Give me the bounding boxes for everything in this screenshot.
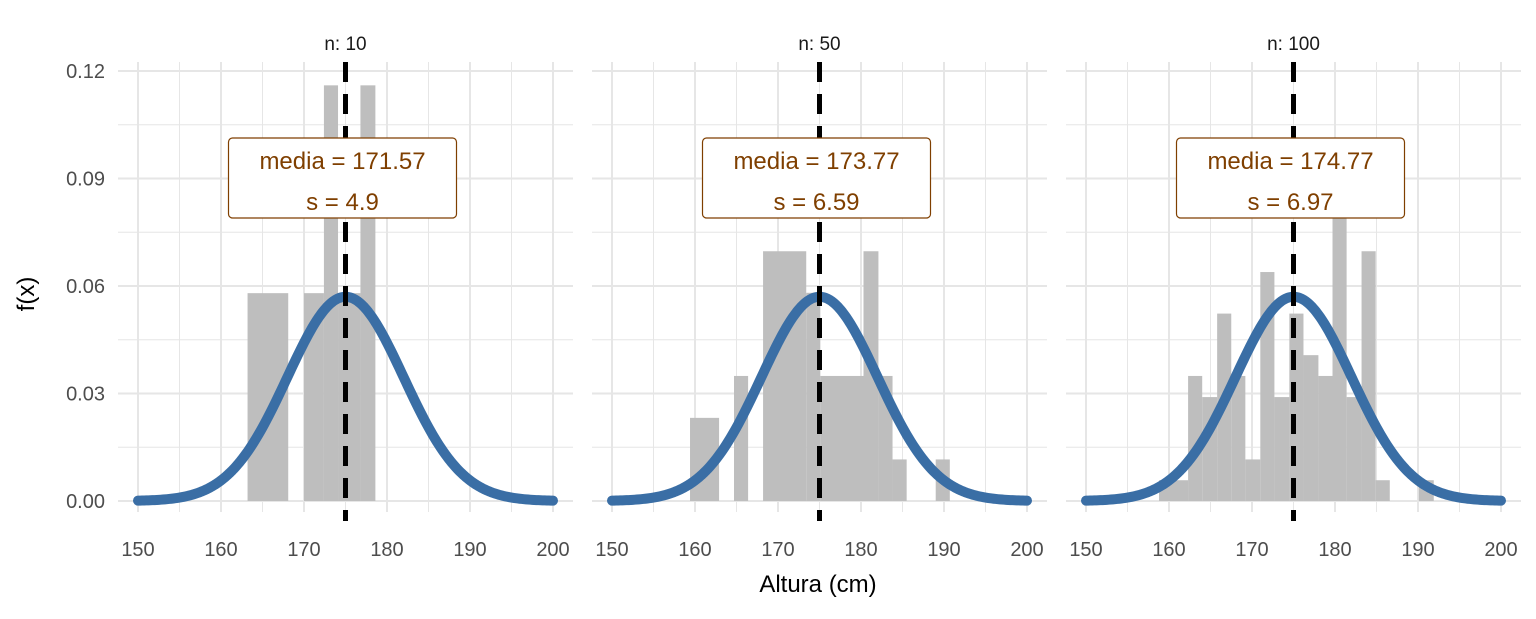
y-tick-label: 0.06 (66, 276, 105, 298)
facet-title: n: 50 (798, 34, 840, 55)
facet-title: n: 100 (1267, 34, 1320, 55)
panel-2: n: 50 media = 173.77 s = 6.59 150 160 170 180 1… (592, 34, 1047, 561)
panels-layer: n: 10 media = 171.57 s = 4.9 150 160 170 180 19… (66, 34, 1521, 561)
x-tick-label: 190 (1401, 539, 1434, 561)
facet-title: n: 10 (324, 34, 366, 55)
histogram-bar (1303, 355, 1319, 501)
y-tick-label: 0.12 (66, 61, 105, 83)
x-tick-label: 170 (1235, 539, 1268, 561)
y-tick-label: 0.09 (66, 169, 105, 191)
histogram-bar (863, 251, 879, 501)
x-tick-label: 160 (1152, 539, 1185, 561)
x-tick-label: 190 (927, 539, 960, 561)
x-tick-label: 170 (287, 539, 320, 561)
x-tick-label: 170 (761, 539, 794, 561)
stat-sd-label: s = 4.9 (306, 189, 379, 216)
x-tick-label: 150 (1069, 539, 1102, 561)
x-tick-label: 180 (844, 539, 877, 561)
histogram-bar (1231, 375, 1246, 501)
histogram-bar (1375, 480, 1390, 501)
x-tick-label: 150 (595, 539, 628, 561)
histogram-bar (1274, 397, 1290, 501)
stat-mean-label: media = 174.77 (1207, 148, 1373, 175)
x-tick-label: 160 (678, 539, 711, 561)
stat-label-box (1175, 137, 1406, 219)
histogram-bar (763, 251, 807, 501)
x-tick-label: 150 (121, 539, 154, 561)
x-tick-label: 200 (1010, 539, 1043, 561)
histogram-bar (1289, 313, 1304, 501)
stat-label-box (227, 137, 458, 219)
x-tick-label: 200 (536, 539, 569, 561)
histogram-bar (304, 293, 324, 501)
y-axis-title: f(x) (13, 277, 40, 312)
histogram-bar (1346, 397, 1362, 501)
stat-label-box (701, 137, 932, 219)
histogram-bar (338, 293, 361, 501)
stat-mean-label: media = 171.57 (259, 148, 425, 175)
histogram-bar (1318, 375, 1333, 501)
x-tick-label: 180 (370, 539, 403, 561)
stat-sd-label: s = 6.97 (1247, 189, 1333, 216)
x-tick-label: 180 (1318, 539, 1351, 561)
x-tick-label: 160 (204, 539, 237, 561)
histogram-bar (1245, 459, 1261, 501)
histogram-bar (1188, 375, 1203, 501)
x-axis-title: Altura (cm) (759, 571, 876, 598)
y-tick-label: 0.00 (66, 491, 105, 513)
histogram-bar (734, 375, 749, 501)
y-tick-label: 0.03 (66, 384, 105, 406)
panel-3: n: 100 media = 174.77 s = 6.97 150 160 170 180… (1066, 34, 1521, 561)
stat-sd-label: s = 6.59 (773, 189, 859, 216)
histogram-bar (820, 375, 864, 501)
stat-mean-label: media = 173.77 (733, 148, 899, 175)
x-tick-label: 190 (453, 539, 486, 561)
panel-1: n: 10 media = 171.57 s = 4.9 150 160 170 180 19… (66, 34, 573, 561)
histogram-bar (1361, 251, 1376, 501)
x-tick-label: 200 (1484, 539, 1517, 561)
histogram-bar (806, 292, 821, 501)
histogram-bar (892, 459, 907, 501)
